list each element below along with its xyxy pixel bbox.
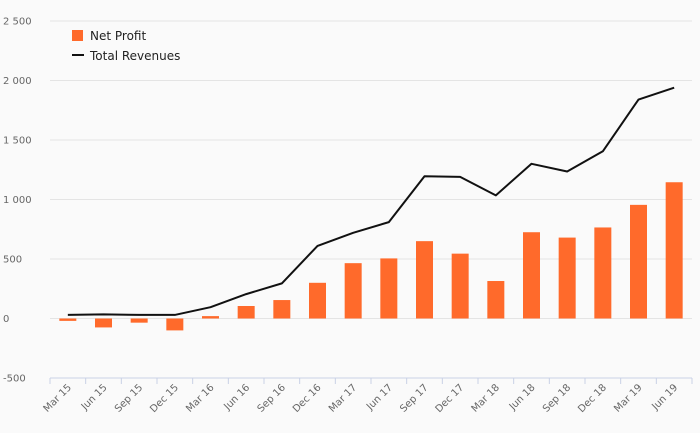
y-axis-ticks: 2 500 2 000 1 500 1 000 500 0 -500 (3, 17, 32, 385)
net-profit-bar (630, 204, 647, 319)
net-profit-bars (59, 182, 683, 331)
x-axis-ticks: Mar 15 Jun 15 Sep 15 Dec 15 Mar 16 Jun 16 Sep … (42, 378, 693, 415)
net-profit-bar (451, 253, 469, 319)
x-tick-label: Jun 18 (507, 382, 538, 413)
x-tick-label: Sep 17 (398, 382, 430, 414)
y-tick-label: -500 (3, 374, 26, 385)
net-profit-bar (309, 282, 326, 319)
net-profit-bar (416, 241, 433, 319)
net-profit-bar (344, 263, 362, 319)
y-tick-label: 1 000 (3, 195, 32, 206)
net-profit-bar (523, 232, 540, 319)
net-profit-bar (665, 182, 683, 319)
x-tick-label: Dec 16 (291, 382, 324, 415)
x-tick-label: Mar 16 (184, 382, 216, 414)
x-tick-label: Jun 19 (650, 382, 681, 413)
legend-label-total-revenues: Total Revenues (89, 49, 180, 63)
y-tick-label: 2 500 (3, 17, 32, 28)
net-profit-bar (166, 318, 184, 331)
legend-label-net-profit: Net Profit (90, 29, 146, 43)
net-profit-bar (95, 318, 112, 328)
x-tick-label: Dec 18 (576, 382, 609, 415)
y-tick-label: 1 500 (3, 136, 32, 147)
x-tick-label: Mar 19 (612, 382, 644, 414)
net-profit-bar (59, 318, 77, 321)
net-profit-bar (594, 227, 612, 319)
gridlines (50, 20, 692, 379)
x-tick-label: Sep 18 (541, 382, 573, 414)
x-tick-label: Sep 15 (113, 382, 145, 414)
net-profit-bar (202, 316, 219, 319)
net-profit-bar (380, 258, 398, 319)
net-profit-bar (273, 300, 291, 319)
x-tick-label: Jun 17 (364, 382, 395, 413)
x-tick-label: Mar 17 (327, 382, 359, 414)
y-tick-label: 0 (3, 314, 9, 325)
net-profit-bar (487, 281, 505, 319)
legend: Net Profit Total Revenues (72, 29, 180, 63)
x-tick-label: Mar 18 (470, 382, 502, 414)
net-profit-bar (130, 318, 148, 323)
net-profit-bar (558, 237, 576, 319)
y-tick-label: 500 (3, 255, 22, 266)
net-profit-bar (237, 306, 255, 319)
total-revenues-line (67, 86, 675, 316)
x-tick-label: Mar 15 (42, 382, 74, 414)
x-tick-label: Sep 16 (256, 382, 288, 414)
legend-swatch-net-profit (72, 30, 83, 41)
y-tick-label: 2 000 (3, 76, 32, 87)
x-tick-label: Jun 16 (222, 382, 253, 413)
x-tick-label: Dec 15 (148, 382, 181, 415)
x-tick-label: Jun 15 (79, 382, 110, 413)
x-tick-label: Dec 17 (434, 382, 467, 415)
